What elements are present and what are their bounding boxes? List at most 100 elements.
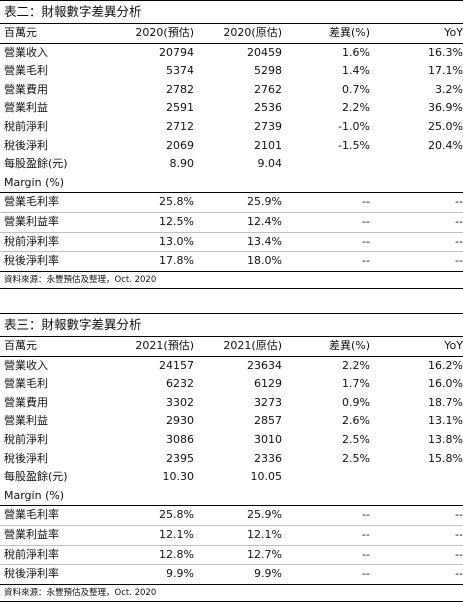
table-row: 稅後淨利 2069 2101 -1.5% 20.4% [0, 137, 463, 156]
row-label: 營業毛利 [4, 64, 48, 78]
cell: 12.1% [104, 525, 194, 546]
table-header-row: 百萬元 2020(預估) 2020(原估) 差異(%) YoY [0, 24, 463, 44]
cell: 2.2% [342, 358, 370, 372]
cell: 0.9% [342, 395, 370, 409]
financial-table-2020: 表二：財報數字差異分析 百萬元 2020(預估) 2020(原估) 差異(%) … [0, 0, 463, 289]
row-label: 稅前淨利 [4, 432, 48, 446]
cell: 6129 [254, 377, 282, 391]
cell: 1.6% [342, 45, 370, 59]
table-row: 營業毛利率 25.8% 25.9% -- -- [0, 192, 463, 213]
cell: 2069 [166, 138, 194, 152]
cell: -- [282, 525, 370, 546]
margin-section-label: Margin (%) [0, 173, 463, 194]
header-cell: YoY [370, 24, 463, 44]
cell: -- [370, 564, 463, 585]
cell: 12.5% [104, 212, 194, 233]
cell: 20794 [159, 45, 194, 59]
cell: 36.9% [428, 101, 463, 115]
table-title: 表二：財報數字差異分析 [0, 0, 463, 24]
cell: 20459 [247, 45, 282, 59]
header-cell: 百萬元 [0, 24, 104, 44]
row-label: 稅後淨利 [4, 138, 48, 152]
table-row: 營業毛利 5374 5298 1.4% 17.1% [0, 62, 463, 81]
cell: 9.04 [257, 157, 283, 171]
cell: 3273 [254, 395, 282, 409]
cell: 2.2% [342, 101, 370, 115]
cell: 3.2% [435, 82, 463, 96]
margin-section-row: Margin (%) [0, 173, 463, 194]
table-row: 稅前淨利 2712 2739 -1.0% 25.0% [0, 118, 463, 137]
row-label: 稅前淨利率 [0, 545, 104, 566]
cell: 25.0% [428, 119, 463, 133]
cell [370, 155, 463, 174]
cell: 13.1% [428, 414, 463, 428]
cell: 5298 [254, 64, 282, 78]
row-label: 營業費用 [4, 395, 48, 409]
cell: 18.0% [194, 251, 282, 272]
cell: 2395 [166, 451, 194, 465]
cell: -- [282, 192, 370, 213]
cell: 12.1% [194, 525, 282, 546]
table-body: 百萬元 2020(預估) 2020(原估) 差異(%) YoY 營業收入 207… [0, 24, 463, 272]
table-row: 每股盈餘(元) 8.90 9.04 [0, 155, 463, 174]
cell: 2.5% [342, 451, 370, 465]
row-label: 營業利益 [4, 414, 48, 428]
table-title: 表三：財報數字差異分析 [0, 313, 463, 337]
row-label: 營業費用 [4, 82, 48, 96]
table-body: 百萬元 2021(預估) 2021(原估) 差異(%) YoY 營業收入 241… [0, 337, 463, 585]
row-label: 稅後淨利 [4, 451, 48, 465]
cell: 25.8% [104, 505, 194, 526]
margin-section-row: Margin (%) [0, 486, 463, 507]
cell: -- [282, 545, 370, 566]
cell: 12.8% [104, 545, 194, 566]
cell [282, 468, 370, 487]
header-cell: 百萬元 [0, 337, 104, 357]
cell: 1.4% [342, 64, 370, 78]
cell: 5374 [166, 64, 194, 78]
cell: -- [282, 212, 370, 233]
table-row: 營業利益 2930 2857 2.6% 13.1% [0, 412, 463, 431]
cell: 15.8% [428, 451, 463, 465]
cell: 13.0% [104, 232, 194, 253]
cell: -- [370, 212, 463, 233]
table-row: 營業費用 2782 2762 0.7% 3.2% [0, 81, 463, 100]
cell: 1.7% [342, 377, 370, 391]
cell: 20.4% [428, 138, 463, 152]
table-row: 稅前淨利率 12.8% 12.7% -- -- [0, 545, 463, 566]
cell: -1.5% [338, 138, 370, 152]
row-label: 稅後淨利率 [0, 251, 104, 272]
table-row: 營業收入 20794 20459 1.6% 16.3% [0, 43, 463, 62]
table-row: 稅前淨利 3086 3010 2.5% 13.8% [0, 431, 463, 450]
cell: 9.9% [194, 564, 282, 585]
cell: 8.90 [169, 157, 195, 171]
cell: 17.8% [104, 251, 194, 272]
table-row: 稅後淨利率 17.8% 18.0% -- -- [0, 251, 463, 272]
header-cell: 2021(原估) [194, 337, 282, 357]
source-note: 資料來源：永豐預估及整理，Oct. 2020 [0, 585, 463, 602]
row-label: 營業毛利率 [0, 505, 104, 526]
cell: 18.7% [428, 395, 463, 409]
cell: 13.8% [428, 432, 463, 446]
cell: 6232 [166, 377, 194, 391]
cell: 12.4% [194, 212, 282, 233]
margin-section-label: Margin (%) [0, 486, 463, 507]
cell: 16.3% [428, 45, 463, 59]
cell: -- [282, 232, 370, 253]
row-label: 稅前淨利率 [0, 232, 104, 253]
cell [282, 155, 370, 174]
row-label: 營業利益率 [0, 212, 104, 233]
cell: -- [370, 251, 463, 272]
table-row: 稅後淨利率 9.9% 9.9% -- -- [0, 564, 463, 585]
header-cell: 2020(原估) [194, 24, 282, 44]
cell: 9.9% [104, 564, 194, 585]
cell: 2591 [166, 101, 194, 115]
header-cell: 2021(預估) [104, 337, 194, 357]
cell: 10.05 [250, 470, 283, 484]
row-label: 每股盈餘(元) [4, 157, 68, 171]
cell: -- [282, 564, 370, 585]
cell: -- [282, 251, 370, 272]
cell: -- [282, 505, 370, 526]
cell: 16.2% [428, 358, 463, 372]
row-label: 營業毛利率 [0, 192, 104, 213]
